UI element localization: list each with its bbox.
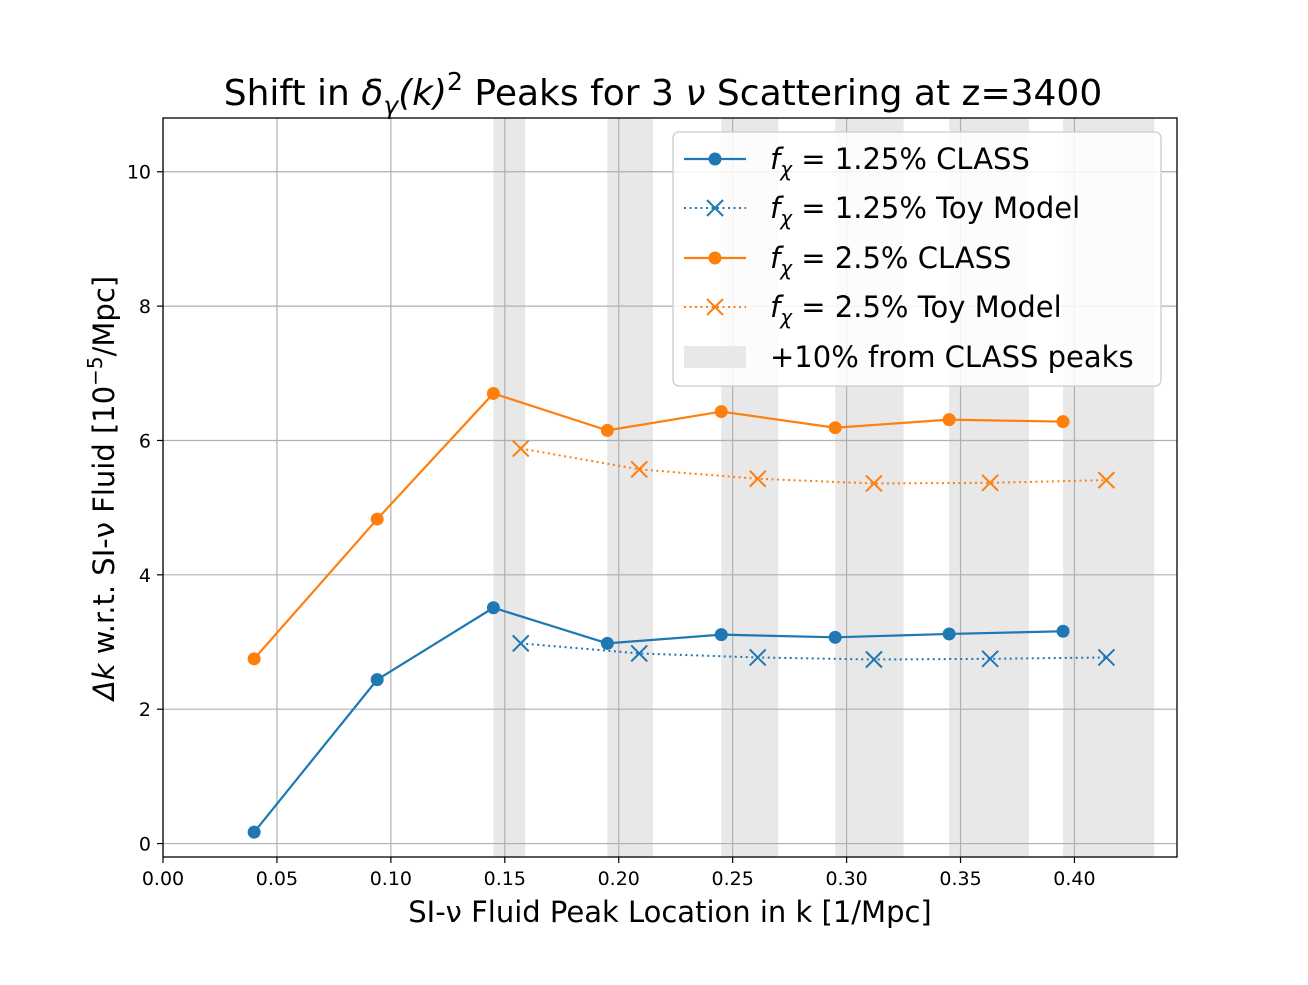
legend-entry-2: fχ = 1.25% Toy Model bbox=[684, 191, 1080, 230]
y-axis-label: Δk w.r.t. SI-ν Fluid [10−5/Mpc] bbox=[83, 276, 121, 702]
x-tick-label: 0.10 bbox=[370, 868, 412, 890]
data-point bbox=[865, 474, 883, 493]
data-point bbox=[600, 423, 614, 437]
data-point bbox=[981, 474, 999, 492]
series-line bbox=[520, 642, 1107, 661]
legend-label: +10% from CLASS peaks bbox=[770, 340, 1134, 374]
series-4 bbox=[512, 439, 1116, 493]
data-point bbox=[865, 650, 883, 669]
data-point bbox=[370, 673, 384, 687]
chart-title: Shift in δγ(k)2 Peaks for 3 ν Scattering… bbox=[224, 67, 1102, 120]
legend-label: fχ = 2.5% Toy Model bbox=[770, 290, 1062, 329]
legend-entry-5: +10% from CLASS peaks bbox=[684, 340, 1134, 374]
y-tick-label: 2 bbox=[139, 699, 151, 721]
x-ticks: 0.00 0.05 0.10 0.15 0.20 0.25 0.30 0.35 0.40 bbox=[142, 857, 1096, 890]
data-point bbox=[942, 413, 956, 427]
x-tick-label: 0.40 bbox=[1053, 868, 1095, 890]
band-1 bbox=[493, 118, 526, 857]
y-tick-label: 10 bbox=[127, 162, 151, 184]
legend-box bbox=[672, 131, 1162, 387]
data-point bbox=[486, 601, 500, 615]
data-point bbox=[828, 630, 842, 644]
legend-swatch-marker bbox=[708, 152, 722, 166]
data-point bbox=[1056, 415, 1070, 429]
x-axis-label: SI-ν Fluid Peak Location in k [1/Mpc] bbox=[408, 895, 932, 929]
data-point bbox=[247, 652, 261, 666]
legend-label: fχ = 1.25% Toy Model bbox=[770, 191, 1080, 230]
data-point bbox=[1097, 648, 1116, 667]
data-point bbox=[1056, 624, 1070, 638]
series-line bbox=[253, 606, 1064, 833]
y-tick-label: 6 bbox=[139, 430, 151, 452]
data-point bbox=[981, 650, 999, 668]
axes-frame bbox=[162, 117, 1178, 858]
data-point bbox=[714, 405, 728, 419]
data-point bbox=[749, 470, 767, 488]
legend-entry-4: fχ = 2.5% Toy Model bbox=[684, 290, 1062, 329]
legend-entry-3: fχ = 2.5% CLASS bbox=[684, 241, 1011, 280]
data-point bbox=[1097, 471, 1116, 489]
legend-label: fχ = 1.25% CLASS bbox=[770, 142, 1030, 181]
data-point bbox=[828, 421, 842, 435]
series-line bbox=[520, 447, 1107, 485]
legend-swatch-band bbox=[684, 346, 746, 368]
x-tick-label: 0.15 bbox=[484, 868, 526, 890]
legend-swatch-marker bbox=[706, 199, 724, 217]
y-ticks: 0 2 4 6 8 10 bbox=[127, 162, 163, 856]
series-3 bbox=[247, 386, 1070, 666]
x-tick-label: 0.35 bbox=[939, 868, 981, 890]
legend-swatch-marker bbox=[708, 251, 722, 265]
x-tick-label: 0.30 bbox=[825, 868, 867, 890]
data-point bbox=[600, 636, 614, 650]
y-tick-label: 8 bbox=[139, 296, 151, 318]
y-tick-label: 4 bbox=[139, 565, 151, 587]
data-point bbox=[630, 460, 648, 479]
data-point bbox=[942, 627, 956, 641]
series-1 bbox=[247, 601, 1070, 839]
x-tick-label: 0.25 bbox=[712, 868, 754, 890]
data-point bbox=[370, 512, 384, 526]
y-tick-label: 0 bbox=[139, 834, 151, 856]
data-point bbox=[749, 648, 767, 667]
data-point bbox=[512, 439, 530, 458]
data-point bbox=[512, 634, 530, 653]
x-tick-label: 0.20 bbox=[598, 868, 640, 890]
series-layer bbox=[247, 386, 1116, 839]
series-2 bbox=[512, 634, 1116, 669]
legend: fχ = 1.25% CLASS fχ = 1.25% Toy Model fχ… bbox=[672, 131, 1162, 387]
data-point bbox=[630, 644, 648, 663]
band-2 bbox=[607, 118, 653, 857]
data-point bbox=[714, 628, 728, 642]
x-tick-label: 0.00 bbox=[142, 868, 184, 890]
legend-swatch-marker bbox=[706, 298, 724, 316]
x-tick-label: 0.05 bbox=[256, 868, 298, 890]
data-point bbox=[247, 825, 261, 839]
legend-label: fχ = 2.5% CLASS bbox=[770, 241, 1011, 280]
data-point bbox=[486, 386, 500, 400]
series-line bbox=[253, 392, 1064, 660]
